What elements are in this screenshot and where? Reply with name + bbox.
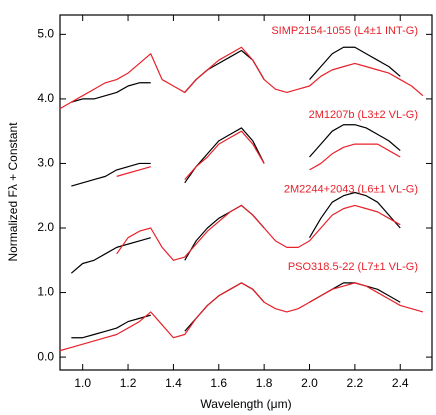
- spectrum-line: [59, 46, 424, 110]
- y-tick-label: 4.0: [37, 91, 54, 105]
- x-tick-label: 1.6: [210, 376, 227, 390]
- x-tick-label: 1.4: [165, 376, 182, 390]
- spectrum-label: SIMP2154-1055 (L4±1 INT-G): [271, 25, 418, 37]
- y-axis-label: Normalized Fλ + Constant: [6, 122, 20, 262]
- spectrum-label: PSO318.5-22 (L7±1 VL-G): [288, 261, 418, 273]
- x-axis-label: Wavelength (μm): [200, 397, 291, 411]
- spectrum-line: [71, 46, 401, 103]
- spectrum-line: [116, 204, 401, 261]
- x-tick-label: 2.2: [347, 376, 364, 390]
- y-tick-label: 1.0: [37, 285, 54, 299]
- y-tick-label: 3.0: [37, 156, 54, 170]
- x-tick-label: 1.2: [120, 376, 137, 390]
- spectrum-label: 2M1207b (L3±2 VL-G): [309, 109, 418, 121]
- x-tick-label: 2.4: [392, 376, 409, 390]
- spectrum-line: [59, 282, 424, 352]
- spectrum-label: 2M2244+2043 (L6±1 VL-G): [284, 183, 418, 195]
- spectrum-line: [116, 130, 401, 180]
- x-tick-label: 1.8: [256, 376, 273, 390]
- y-tick-label: 0.0: [37, 349, 54, 363]
- y-tick-label: 5.0: [37, 27, 54, 41]
- y-tick-label: 2.0: [37, 220, 54, 234]
- x-tick-label: 2.0: [301, 376, 318, 390]
- spectrum-line: [71, 282, 401, 339]
- x-tick-label: 1.0: [74, 376, 91, 390]
- plot-frame: [59, 14, 433, 371]
